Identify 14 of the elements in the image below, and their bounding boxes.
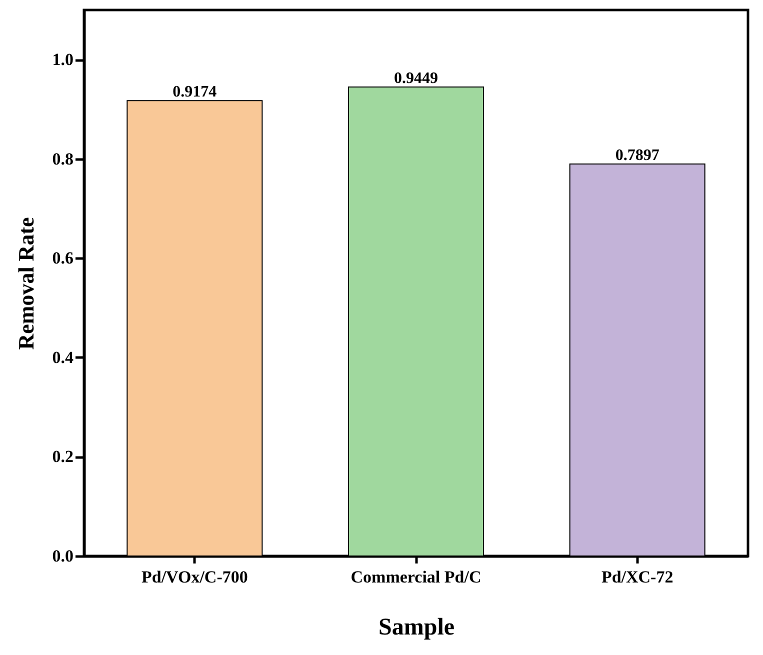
y-axis-title: Removal Rate <box>13 216 38 350</box>
y-tick-label: 0.6 <box>52 248 74 268</box>
y-tick-label: 0.2 <box>52 447 74 466</box>
x-tick-label: Pd/XC-72 <box>601 568 674 586</box>
y-tick-label: 0.4 <box>52 348 74 367</box>
y-tick-label: 0.0 <box>52 546 74 566</box>
x-tick-label: Pd/VOx/C-700 <box>141 568 248 586</box>
y-tick-label: 1.0 <box>52 50 74 70</box>
data-label: 0.9449 <box>394 70 438 87</box>
data-label: 0.9174 <box>172 84 217 101</box>
x-tick-label: Commercial Pd/C <box>350 568 482 586</box>
data-label: 0.7897 <box>615 147 660 164</box>
x-axis-title: Sample <box>378 614 455 640</box>
y-tick-label: 0.8 <box>52 149 74 168</box>
